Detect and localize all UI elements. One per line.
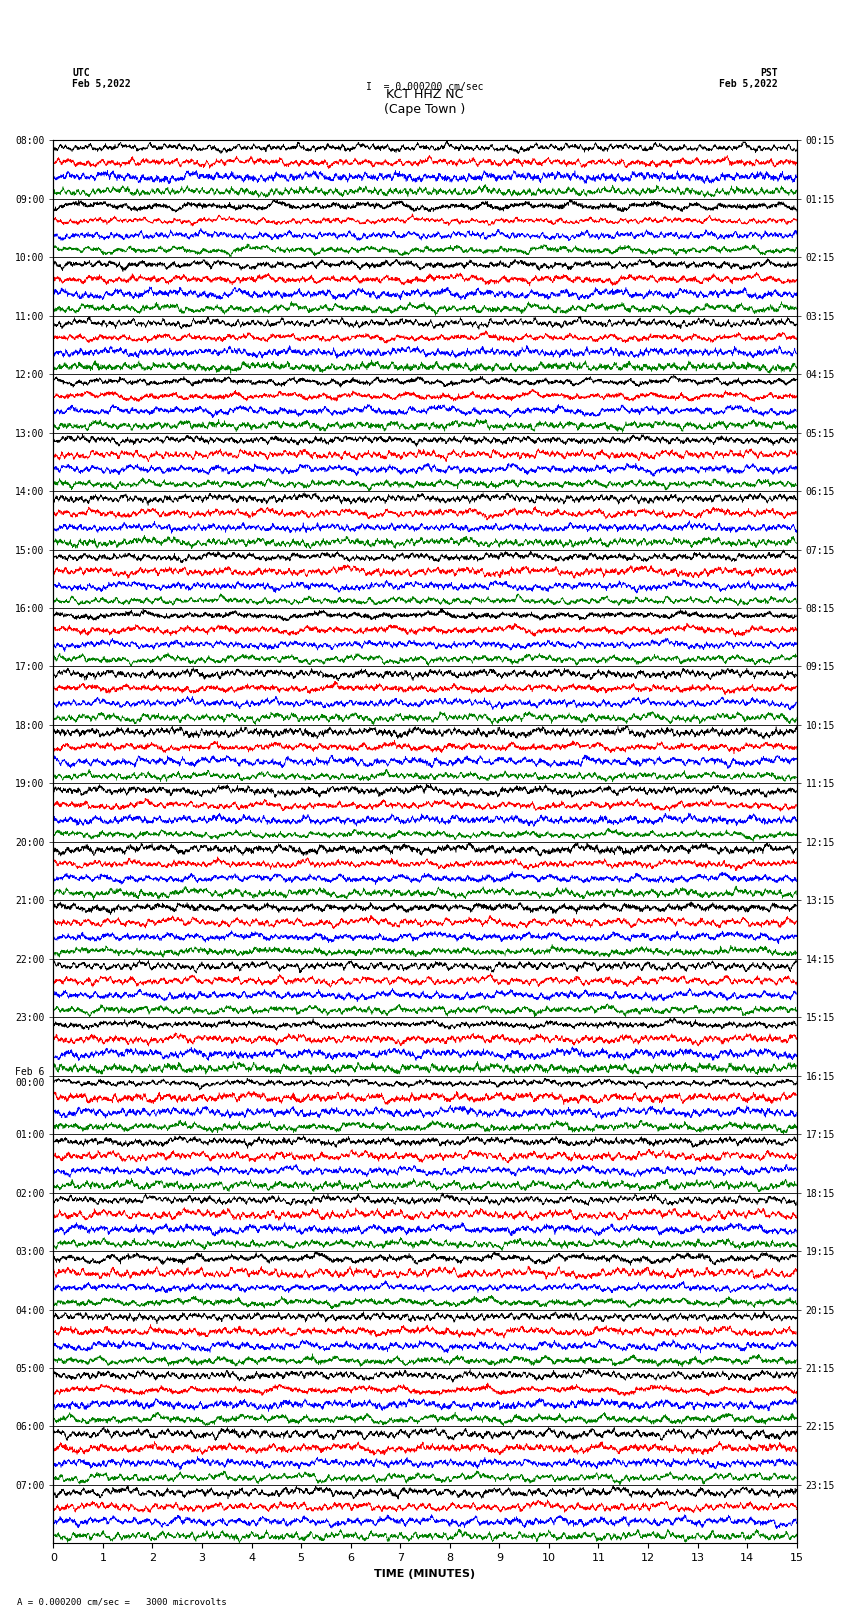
Text: UTC
Feb 5,2022: UTC Feb 5,2022 — [72, 68, 131, 89]
Text: PST
Feb 5,2022: PST Feb 5,2022 — [719, 68, 778, 89]
Text: A = 0.000200 cm/sec =   3000 microvolts: A = 0.000200 cm/sec = 3000 microvolts — [17, 1597, 227, 1607]
Title: KCT HHZ NC
(Cape Town ): KCT HHZ NC (Cape Town ) — [384, 87, 466, 116]
Text: I  = 0.000200 cm/sec: I = 0.000200 cm/sec — [366, 82, 483, 92]
X-axis label: TIME (MINUTES): TIME (MINUTES) — [375, 1569, 475, 1579]
